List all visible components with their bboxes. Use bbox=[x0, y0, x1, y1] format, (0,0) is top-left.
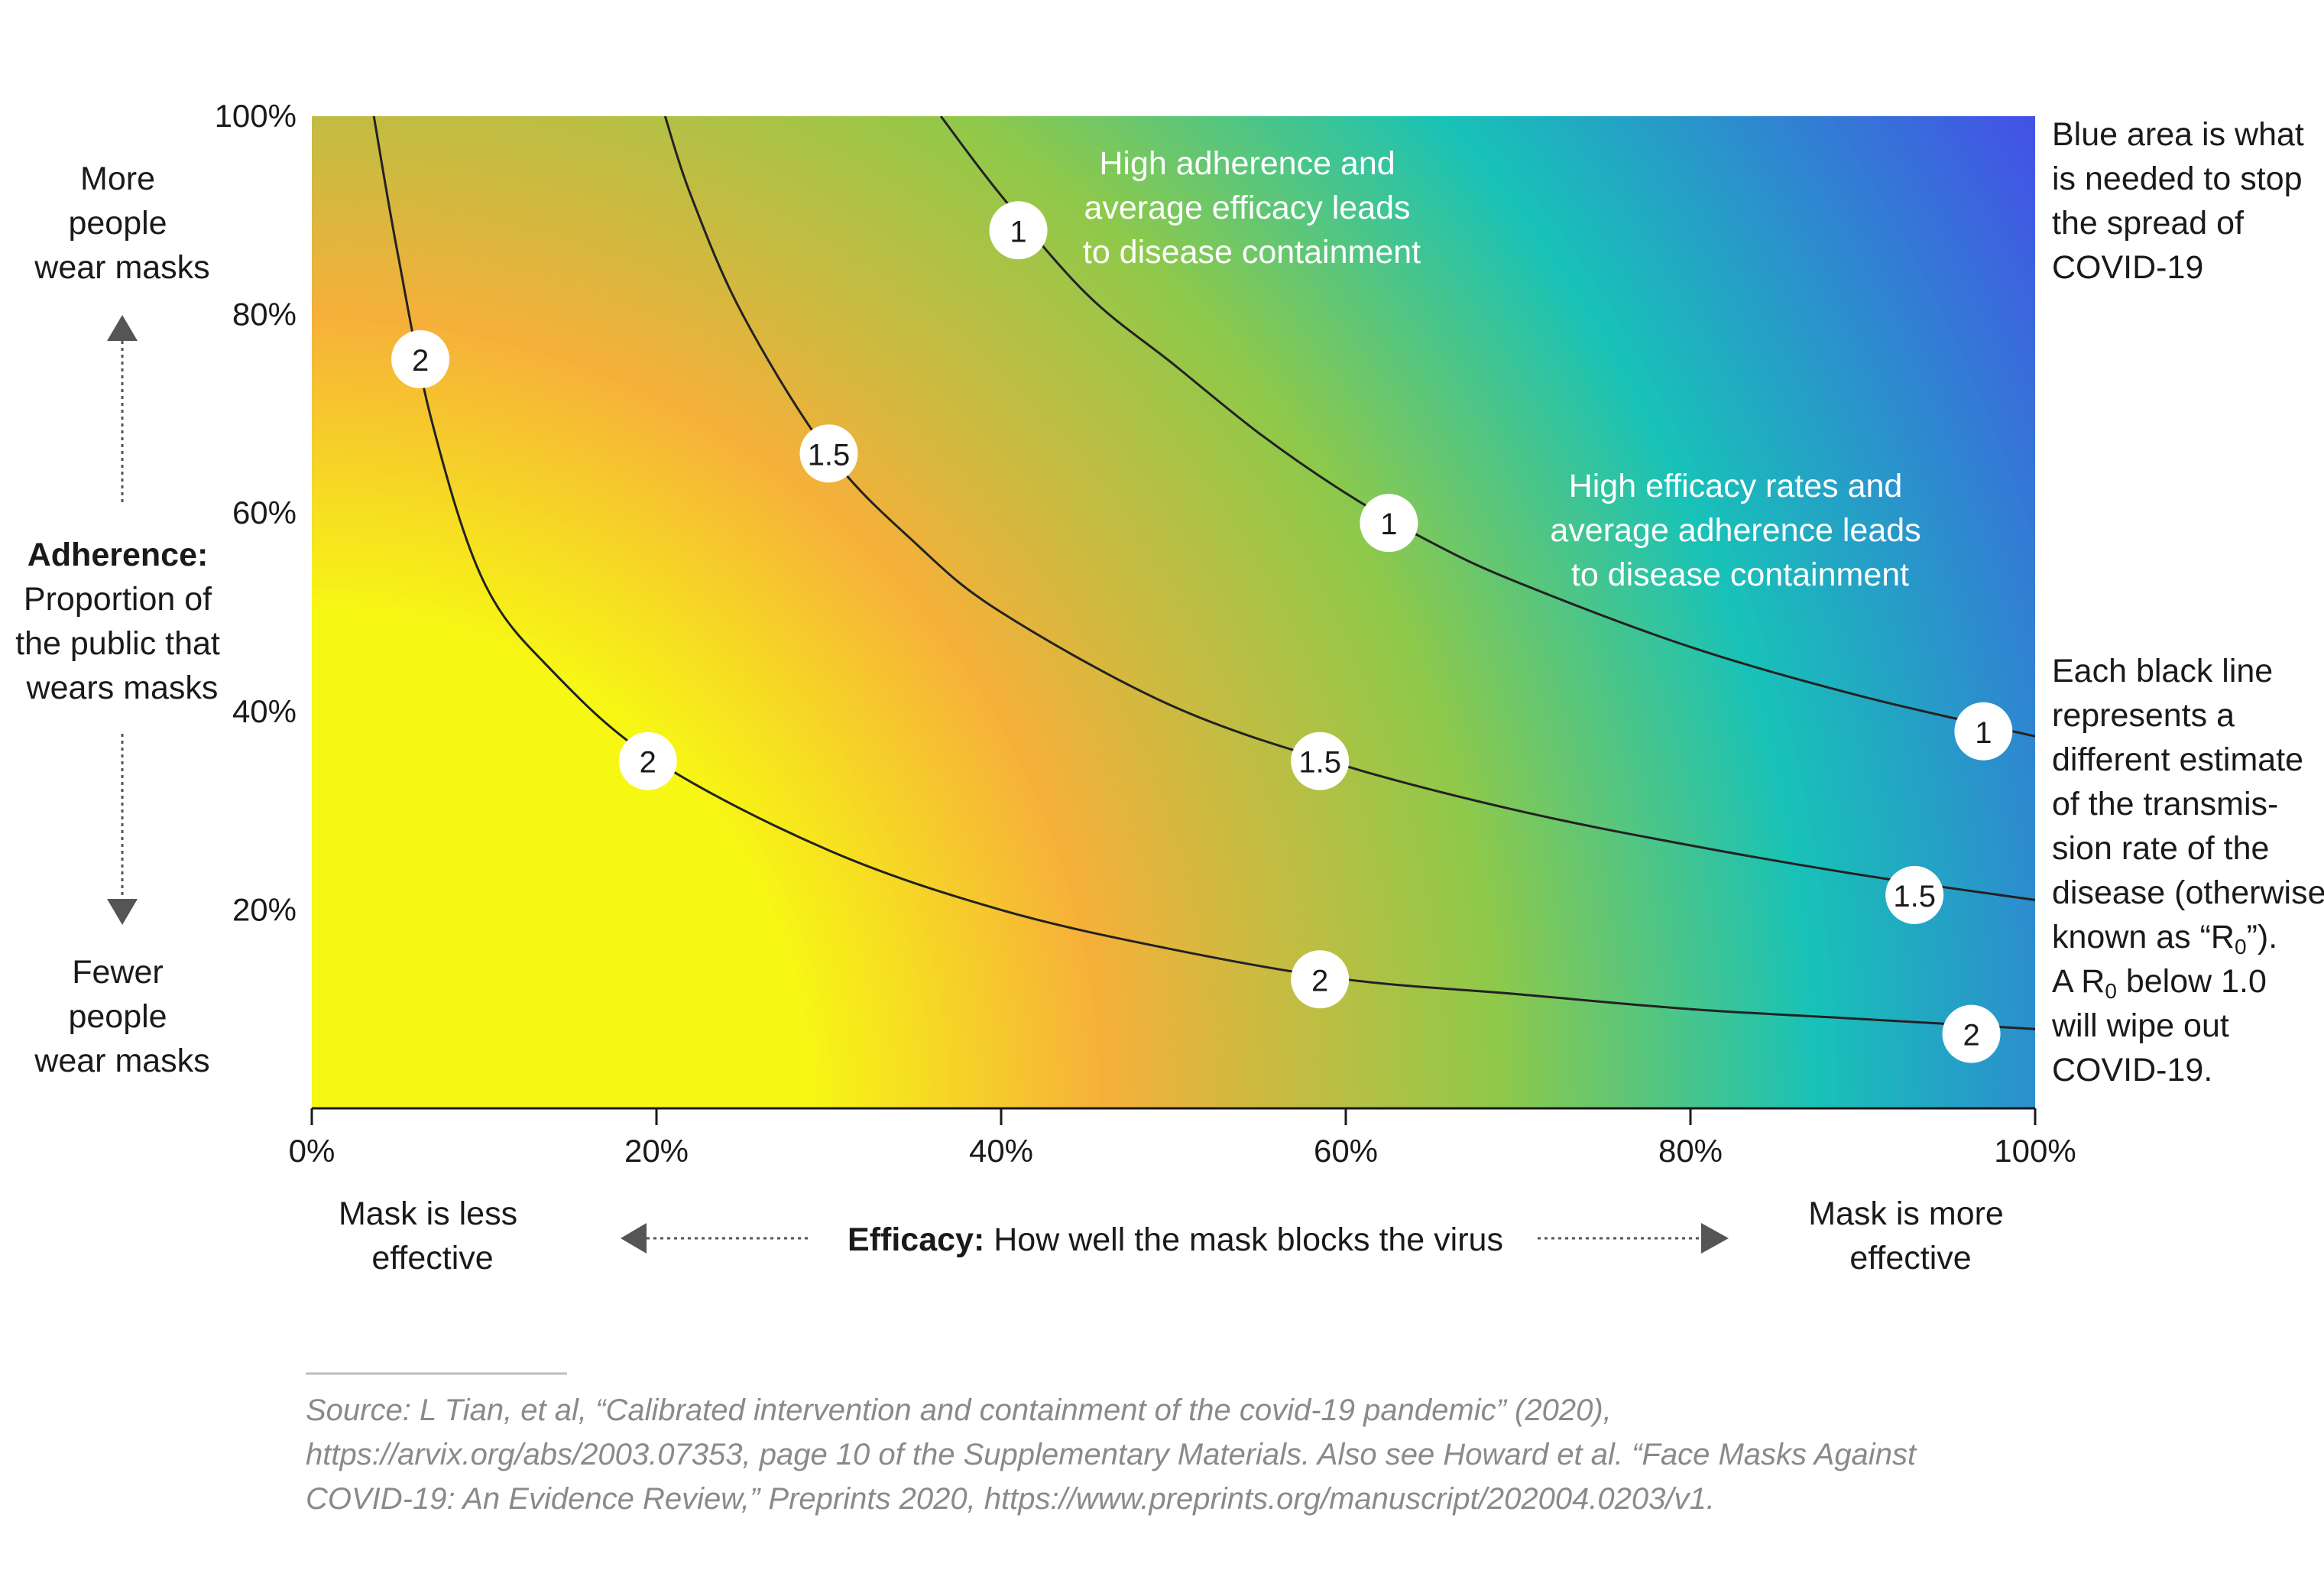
left-arrow bbox=[621, 1223, 812, 1254]
x-axis-label: Efficacy: How well the mask blocks the v… bbox=[848, 1221, 1503, 1258]
curve-label: 1.5 bbox=[1893, 880, 1936, 913]
up-arrow bbox=[107, 315, 138, 506]
r0-curve-1.5 bbox=[663, 116, 2035, 901]
curve-label: 2 bbox=[412, 344, 429, 378]
down-arrow-head bbox=[107, 899, 138, 925]
y-tick-label: 100% bbox=[215, 98, 297, 134]
curve-label: 1.5 bbox=[808, 438, 851, 472]
r0-curve-labels: 2 2 2 2 1.5 1.5 1.5 1 1 1 bbox=[391, 201, 2013, 1063]
y-ticks: 20% 40% 60% 80% 100% bbox=[215, 98, 297, 927]
curve-label: 1.5 bbox=[1298, 746, 1341, 780]
plot-area: 2 2 2 2 1.5 1.5 1.5 1 1 1 bbox=[312, 116, 2035, 1108]
r0-curve-2 bbox=[372, 116, 2035, 1030]
down-arrow bbox=[107, 734, 138, 925]
y-tick-label: 40% bbox=[232, 693, 297, 729]
source-note: Source: L Tian, et al, “Calibrated inter… bbox=[306, 1393, 1924, 1516]
annotation-black-lines: Each black line represents a different e… bbox=[2051, 653, 2324, 1088]
annotation-blue-area: Blue area is what is needed to stop the … bbox=[2052, 116, 2313, 286]
mask-more-effective-label: Mask is more effective bbox=[1808, 1195, 2013, 1276]
curve-label-circle bbox=[1360, 494, 1418, 553]
curve-label-circle bbox=[391, 330, 450, 389]
x-tick-label: 80% bbox=[1658, 1133, 1723, 1169]
curve-label: 2 bbox=[1963, 1019, 1979, 1053]
x-tick-label: 40% bbox=[969, 1133, 1033, 1169]
curve-label-circle bbox=[1885, 865, 1944, 924]
curve-label: 2 bbox=[1311, 964, 1328, 998]
curve-label: 1 bbox=[1975, 716, 1992, 750]
curve-label: 1 bbox=[1380, 508, 1397, 541]
curve-label-circle bbox=[1291, 950, 1350, 1009]
curve-label: 1 bbox=[1010, 215, 1026, 248]
x-ticks: 0% 20% 40% 60% 80% 100% bbox=[289, 1108, 2076, 1169]
up-arrow-head bbox=[107, 315, 138, 341]
y-tick-label: 80% bbox=[232, 297, 297, 332]
annotation-high-efficacy: High efficacy rates and average adherenc… bbox=[1550, 468, 1930, 593]
x-tick-label: 20% bbox=[624, 1133, 689, 1169]
axes: 0% 20% 40% 60% 80% 100% 20% 40% 60% 80% 100% bbox=[215, 98, 2076, 1169]
curve-label-circle bbox=[799, 424, 858, 483]
y-tick-label: 60% bbox=[232, 495, 297, 530]
right-arrow-head bbox=[1701, 1223, 1729, 1254]
left-arrow-head bbox=[621, 1223, 647, 1254]
curve-label-circle bbox=[989, 201, 1048, 260]
fewer-people-label: Fewer people wear masks bbox=[34, 954, 209, 1079]
curve-label-circle bbox=[1954, 702, 2013, 761]
mask-less-effective-label: Mask is less effective bbox=[339, 1195, 527, 1276]
more-people-label: More people wear masks bbox=[34, 161, 209, 286]
y-tick-label: 20% bbox=[232, 891, 297, 927]
right-arrow bbox=[1538, 1223, 1729, 1254]
x-tick-label: 100% bbox=[1994, 1133, 2076, 1169]
curve-label: 2 bbox=[640, 746, 656, 780]
annotation-high-adherence: High adherence and average efficacy lead… bbox=[1083, 145, 1421, 271]
curve-label-circle bbox=[618, 732, 677, 790]
curve-label-circle bbox=[1942, 1004, 2001, 1063]
x-tick-label: 60% bbox=[1314, 1133, 1378, 1169]
y-axis-label: Adherence: Proportion of the public that… bbox=[15, 537, 229, 706]
heatmap-background bbox=[312, 116, 2035, 1108]
curve-label-circle bbox=[1291, 732, 1350, 790]
x-tick-label: 0% bbox=[289, 1133, 335, 1169]
